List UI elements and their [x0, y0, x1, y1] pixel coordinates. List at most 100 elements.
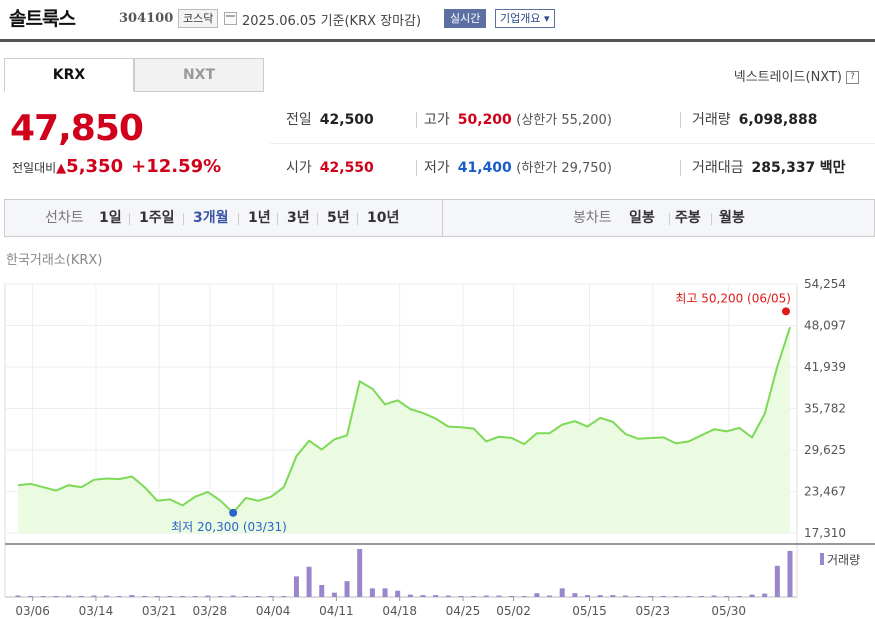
price-area	[18, 327, 790, 533]
volume-bar	[749, 594, 755, 597]
stock-code: 304100	[119, 11, 174, 26]
volume-bar	[547, 595, 553, 597]
volume-bar	[483, 595, 489, 597]
period-1d[interactable]: 1일	[99, 210, 122, 226]
x-tick-label: 04/25	[446, 604, 481, 618]
x-tick-label: 05/23	[635, 604, 670, 618]
volume-bar	[673, 596, 679, 597]
period-3y[interactable]: 3년	[287, 210, 310, 226]
volume-bar	[180, 596, 186, 597]
volume-bar	[711, 595, 717, 597]
volume-bar	[116, 596, 122, 597]
volume-bar	[774, 565, 780, 597]
stock-name: 솔트룩스	[9, 8, 76, 30]
prev-close: 전일 42,500	[286, 112, 374, 128]
line-chart-label: 선차트	[45, 210, 84, 226]
low-marker	[229, 508, 238, 517]
x-tick-label: 04/11	[319, 604, 354, 618]
period-10y[interactable]: 10년	[367, 210, 400, 226]
volume-bar	[331, 592, 337, 597]
volume-bar	[28, 596, 34, 597]
y-tick-label: 29,625	[804, 443, 846, 457]
up-arrow-icon: ▲	[56, 161, 67, 176]
volume: 거래량 6,098,888	[692, 112, 818, 128]
volume-bar	[736, 596, 742, 597]
volume-bar	[344, 581, 350, 597]
help-icon[interactable]: ?	[846, 71, 859, 84]
period-5y[interactable]: 5년	[327, 210, 350, 226]
volume-bar	[230, 595, 236, 597]
chart-source: 한국거래소(KRX)	[6, 253, 103, 268]
period-1y[interactable]: 1년	[248, 210, 271, 226]
volume-bar	[357, 549, 363, 597]
x-tick-label: 03/21	[142, 604, 177, 618]
price-line	[17, 326, 791, 515]
volume-bar	[192, 596, 198, 597]
price-change: 전일대비▲5,350 +12.59%	[12, 156, 221, 177]
change-percent: +12.59%	[131, 156, 222, 177]
base-date: 2025.06.05 기준(KRX 장마감)	[242, 14, 422, 29]
high-price: 고가 50,200 (상한가 55,200)	[424, 112, 612, 128]
period-selector: 선차트 1일 1주일 3개월 1년 3년 5년 10년 봉차트 일봉 주봉 월봉	[4, 199, 875, 237]
realtime-button[interactable]: 실시간	[444, 9, 487, 28]
volume-bar	[471, 596, 477, 597]
volume-bar	[407, 594, 413, 597]
volume-bar	[319, 585, 325, 597]
volume-legend-swatch	[820, 553, 824, 565]
volume-bar	[129, 595, 135, 597]
y-tick-label: 35,782	[804, 402, 846, 416]
high-marker	[782, 307, 790, 316]
volume-bar	[15, 595, 21, 597]
stock-header: 솔트룩스 304100 코스닥 2025.06.05 기준(KRX 장마감) 실…	[0, 0, 875, 42]
company-overview-dropdown[interactable]: 기업개요 ▾	[495, 9, 555, 28]
volume-bar	[433, 595, 439, 597]
volume-bar	[787, 550, 793, 597]
volume-bar	[420, 595, 426, 597]
volume-bar	[635, 596, 641, 597]
y-tick-label: 48,097	[804, 319, 846, 333]
volume-bar	[142, 596, 148, 597]
open-price: 시가 42,550	[286, 160, 374, 176]
y-tick-label: 17,310	[804, 526, 846, 540]
volume-bar	[534, 593, 540, 597]
volume-bar	[91, 595, 97, 597]
x-tick-label: 03/06	[15, 604, 50, 618]
low-price: 저가 41,400 (하한가 29,750)	[424, 160, 612, 176]
volume-bar	[572, 593, 578, 597]
price-info-table: 전일 42,500 고가 50,200 (상한가 55,200) 거래량 6,098,…	[270, 96, 875, 192]
candle-monthly[interactable]: 월봉	[719, 210, 745, 226]
volume-bar	[585, 595, 591, 597]
nextrade-link[interactable]: 넥스트레이드(NXT)?	[734, 66, 859, 85]
nextrade-label: 넥스트레이드(NXT)	[733, 70, 842, 85]
volume-bar	[445, 595, 451, 597]
volume-bar	[104, 595, 110, 597]
market-badge: 코스닥	[178, 9, 219, 28]
x-tick-label: 05/30	[711, 604, 746, 618]
period-3m[interactable]: 3개월	[193, 210, 229, 226]
x-tick-label: 03/28	[193, 604, 228, 618]
low-annotation: 최저 20,300 (03/31)	[171, 520, 287, 534]
volume-bar	[369, 588, 375, 597]
change-label: 전일대비	[12, 161, 57, 175]
x-tick-label: 03/14	[79, 604, 114, 618]
candle-daily[interactable]: 일봉	[629, 210, 655, 226]
volume-bar	[521, 596, 527, 597]
volume-legend-label: 거래량	[827, 553, 860, 567]
calendar-icon	[224, 12, 237, 25]
current-price: 47,850	[10, 108, 144, 149]
volume-bar	[698, 596, 704, 597]
candle-weekly[interactable]: 주봉	[675, 210, 701, 226]
volume-bar	[167, 596, 173, 597]
volume-bar	[610, 595, 616, 597]
y-tick-label: 23,467	[804, 485, 846, 499]
volume-bar	[395, 590, 401, 597]
volume-bar	[762, 593, 768, 597]
volume-bar	[597, 595, 603, 597]
tab-krx[interactable]: KRX	[4, 58, 134, 92]
volume-bar	[660, 596, 666, 597]
tab-nxt[interactable]: NXT	[134, 58, 264, 92]
volume-bar	[154, 596, 160, 597]
period-1w[interactable]: 1주일	[139, 210, 175, 226]
volume-bar	[268, 596, 274, 597]
